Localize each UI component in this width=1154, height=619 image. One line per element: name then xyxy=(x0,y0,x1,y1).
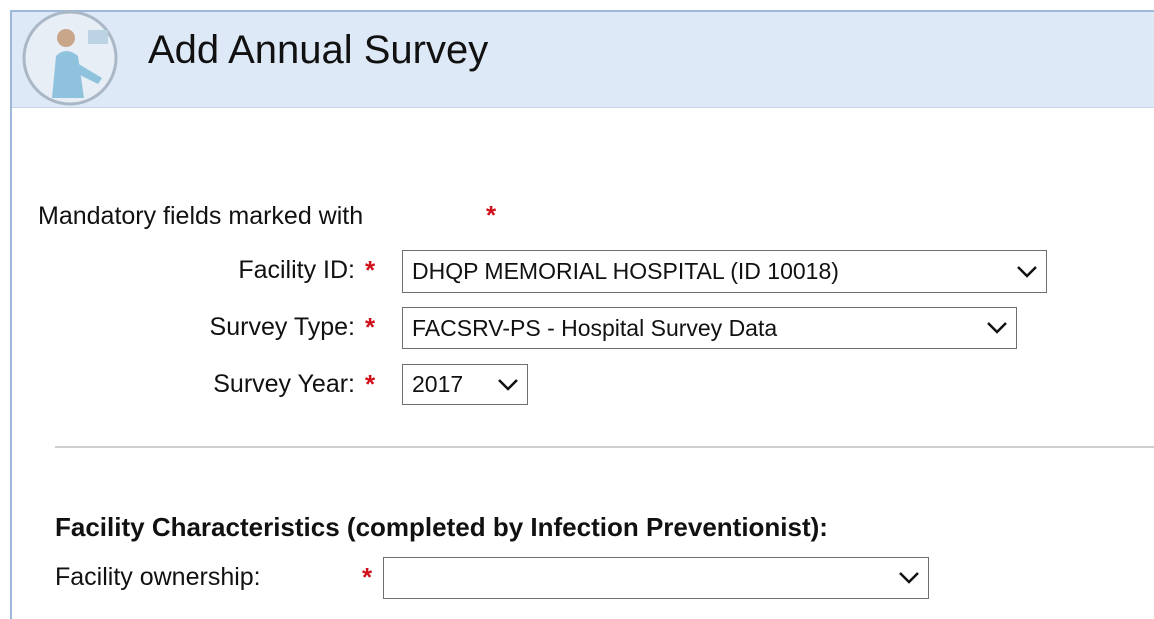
required-mark: * xyxy=(365,369,376,399)
frame xyxy=(10,10,1154,619)
chevron xyxy=(1017,265,1037,278)
chevron xyxy=(987,322,1007,334)
required-mark: * xyxy=(365,312,376,342)
field-label: Facility ownership: xyxy=(55,563,261,591)
required-mark: * xyxy=(362,562,373,592)
field-label: Facility ID: xyxy=(238,256,355,284)
mandatory-note: Mandatory fields marked with xyxy=(38,202,364,230)
field-label: Survey Type: xyxy=(209,313,355,341)
field-label: Survey Year: xyxy=(213,370,355,398)
field-select[interactable]: 2017 xyxy=(402,364,528,405)
select-value: FACSRV-PS - Hospital Survey Data xyxy=(412,314,778,341)
field-select[interactable]: DHQP MEMORIAL HOSPITAL (ID 10018) xyxy=(402,250,1047,293)
select-value: DHQP MEMORIAL HOSPITAL (ID 10018) xyxy=(412,258,839,284)
chevron xyxy=(498,378,518,391)
header-band xyxy=(12,12,1154,108)
select-value: 2017 xyxy=(412,371,464,397)
separator xyxy=(55,446,1154,448)
chevron xyxy=(899,572,919,584)
required-mark: * xyxy=(365,255,376,285)
required-mark: * xyxy=(486,200,497,230)
section-heading: Facility Characteristics (completed by I… xyxy=(55,512,828,542)
ownership-select[interactable] xyxy=(383,557,929,599)
field-select[interactable]: FACSRV-PS - Hospital Survey Data xyxy=(402,307,1017,349)
header-icon xyxy=(22,10,118,106)
page-title: Add Annual Survey xyxy=(148,28,489,72)
